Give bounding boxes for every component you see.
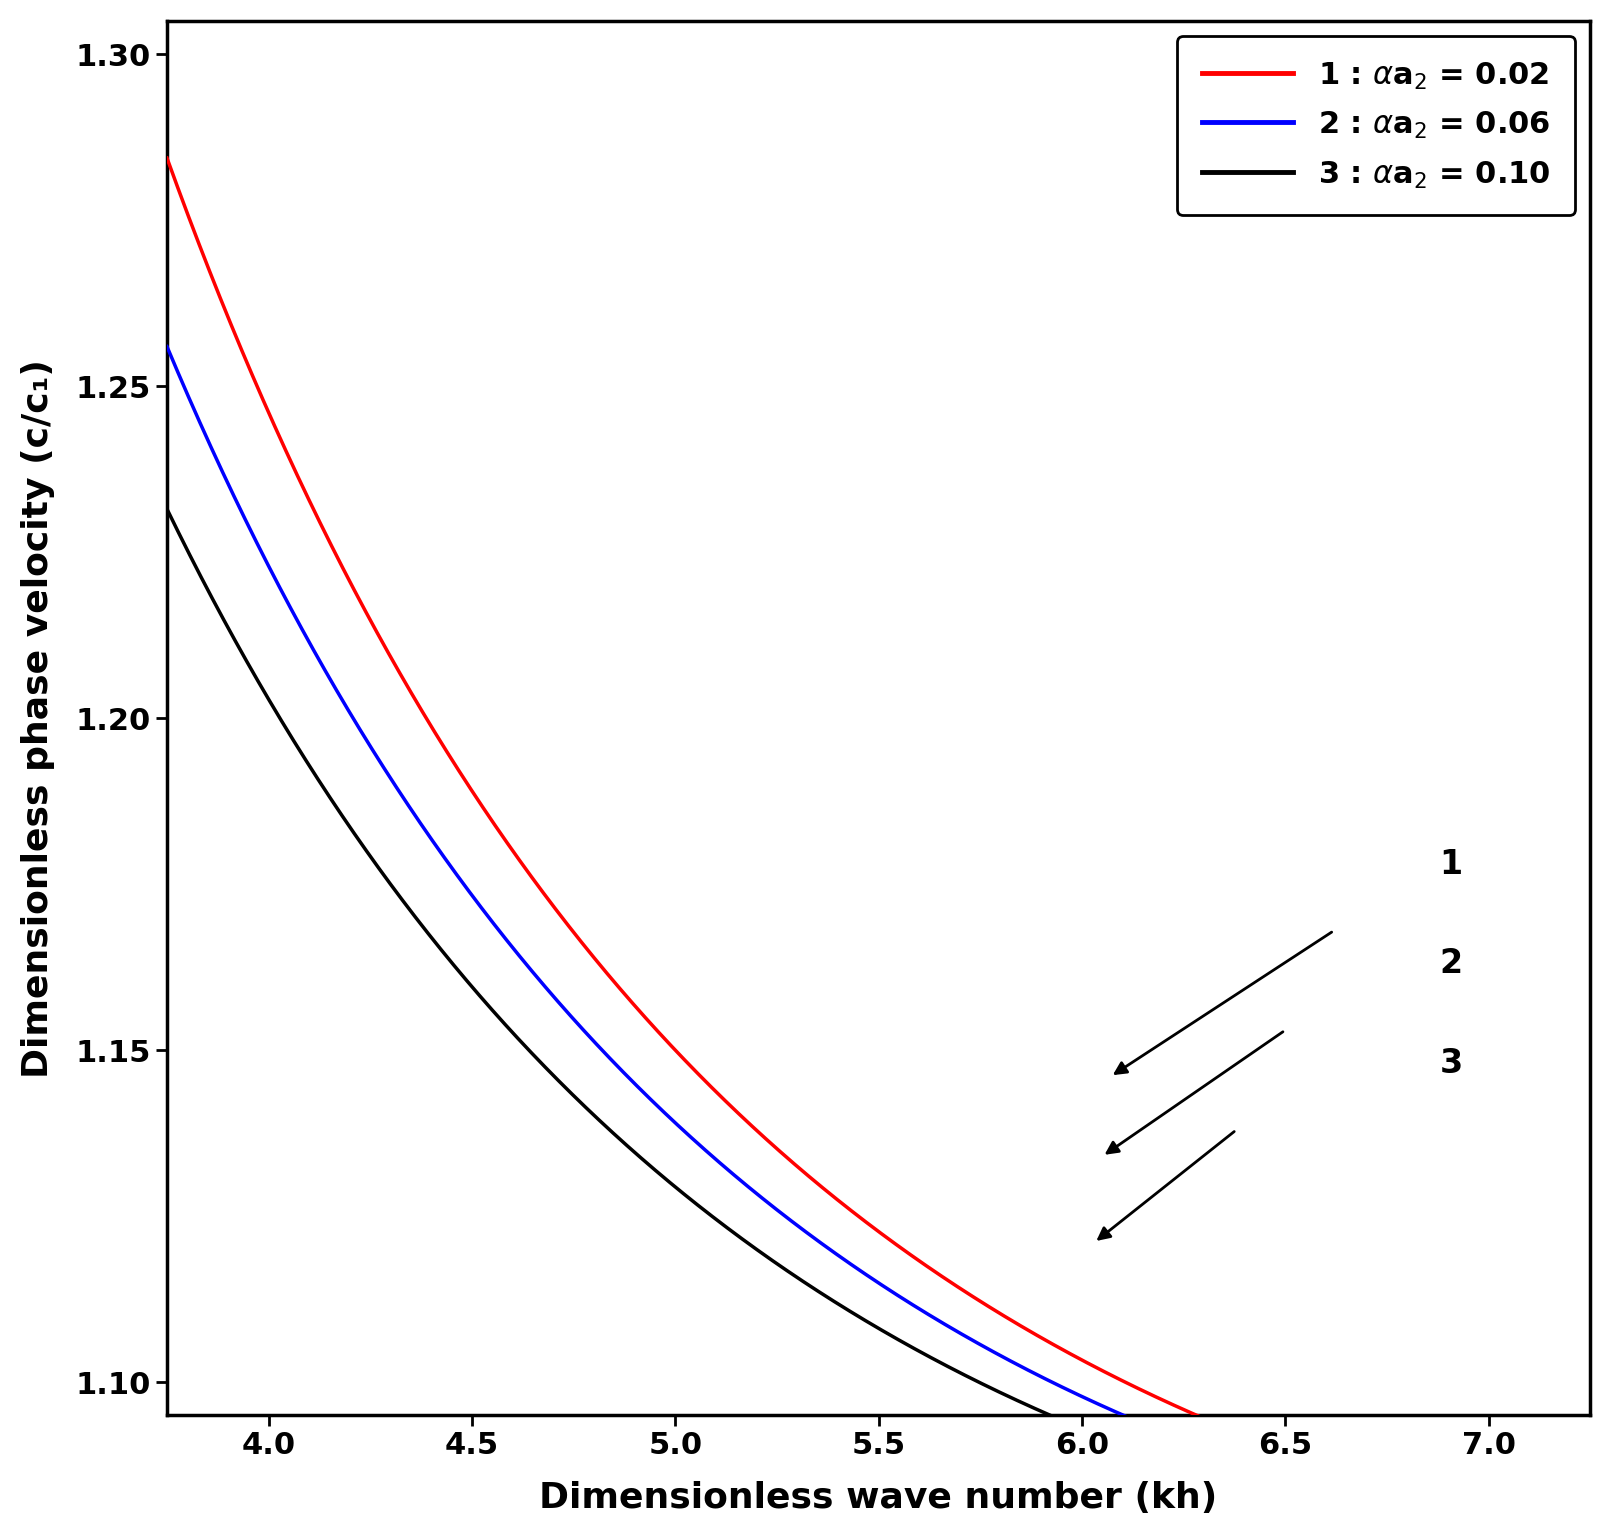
Text: 1: 1	[1440, 848, 1463, 880]
Text: 2: 2	[1440, 948, 1463, 980]
Text: 3: 3	[1440, 1048, 1463, 1080]
X-axis label: Dimensionless wave number (kh): Dimensionless wave number (kh)	[540, 1481, 1218, 1514]
Y-axis label: Dimensionless phase velocity (c/c₁): Dimensionless phase velocity (c/c₁)	[21, 359, 55, 1078]
Legend: 1 : $\alpha$a$_2$ = 0.02, 2 : $\alpha$a$_2$ = 0.06, 3 : $\alpha$a$_2$ = 0.10: 1 : $\alpha$a$_2$ = 0.02, 2 : $\alpha$a$…	[1178, 37, 1576, 215]
